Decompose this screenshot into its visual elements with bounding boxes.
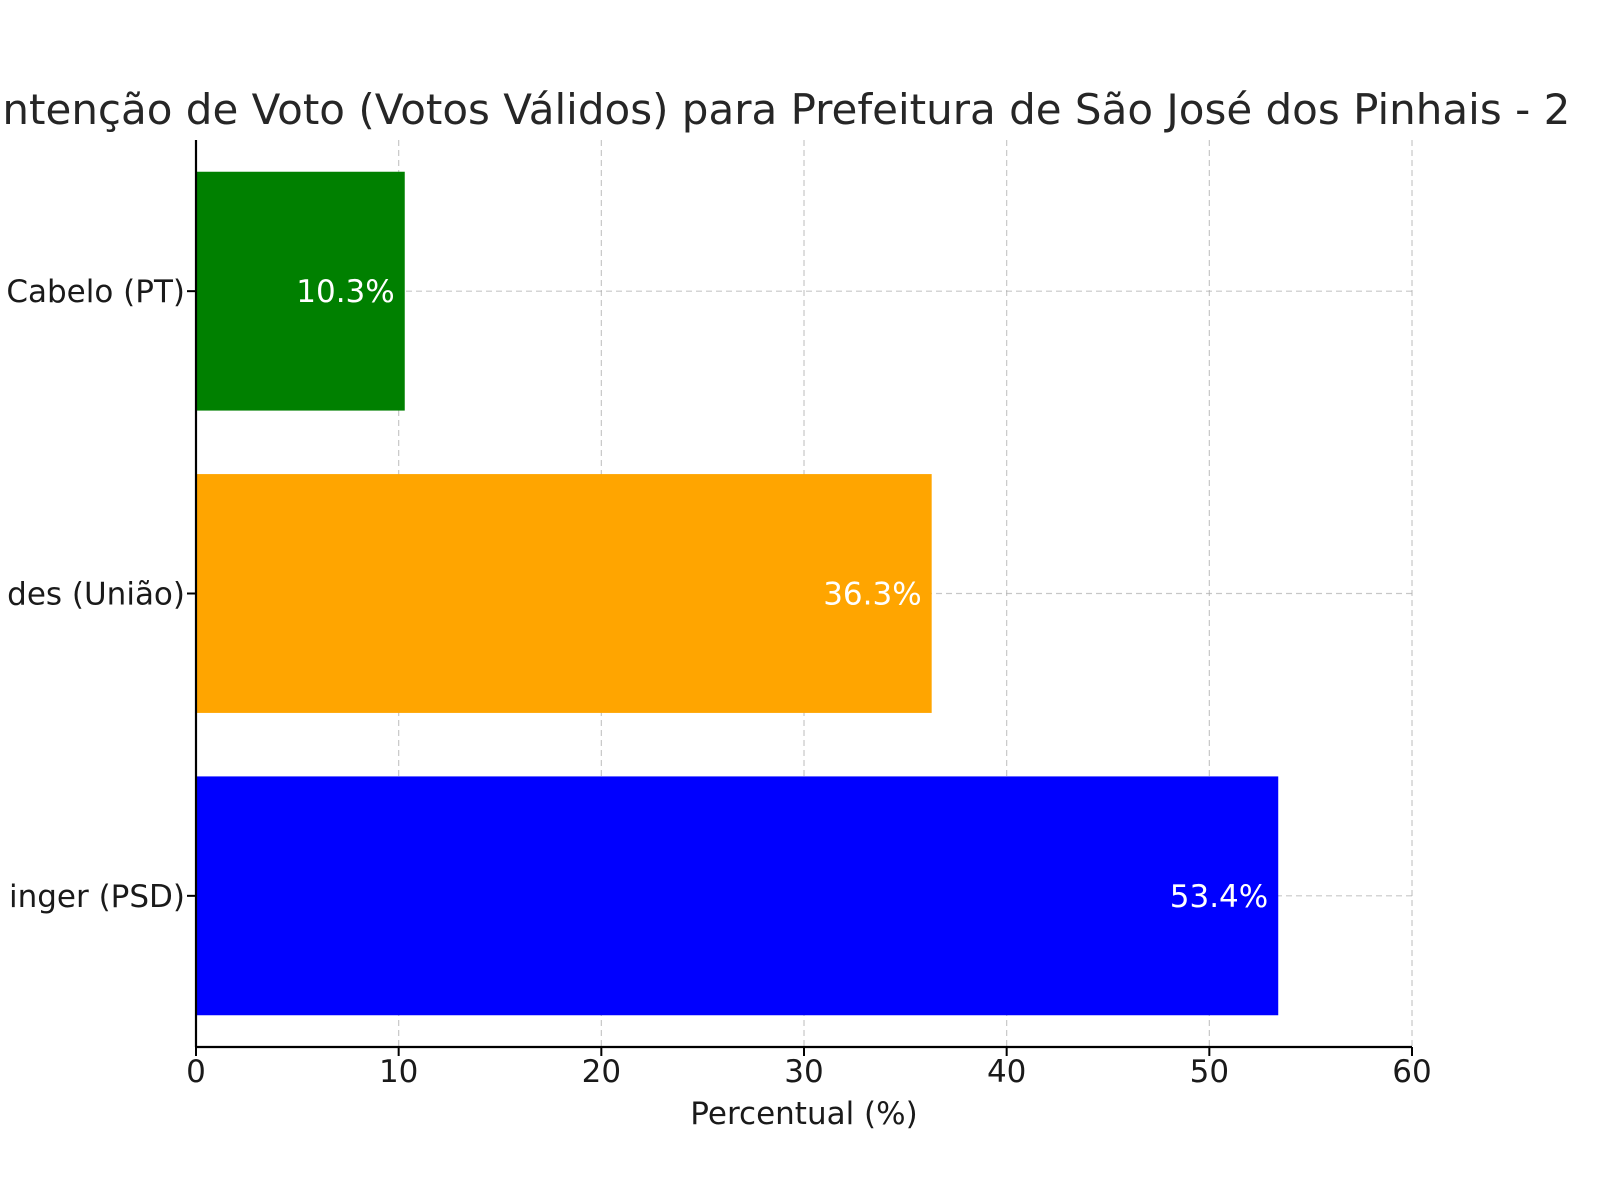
bar-2	[196, 776, 1279, 1016]
ticks: 0 10 20 30 40 50 60 Cabelo (PT) des (União) inger…	[6, 274, 1431, 1090]
x-axis-title: Percentual (%)	[690, 1096, 917, 1132]
bar-1	[196, 474, 932, 713]
chart-title: Intenção de Voto (Votos Válidos) para Pr…	[0, 85, 1570, 134]
data-label-1: 36.3%	[823, 577, 921, 613]
y-tick-label-2: inger (PSD)	[9, 879, 185, 915]
x-tick-label-0: 0	[186, 1054, 206, 1090]
x-tick-label-40: 40	[987, 1054, 1026, 1090]
x-tick-label-60: 60	[1392, 1054, 1431, 1090]
bar-0	[196, 171, 405, 411]
x-tick-label-10: 10	[379, 1054, 418, 1090]
x-tick-label-20: 20	[582, 1054, 621, 1090]
y-tick-label-1: des (União)	[7, 577, 185, 613]
data-label-0: 10.3%	[296, 274, 394, 310]
bars	[196, 171, 1279, 1016]
y-tick-label-0: Cabelo (PT)	[6, 274, 185, 310]
data-label-2: 53.4%	[1170, 879, 1268, 915]
x-tick-label-30: 30	[784, 1054, 823, 1090]
x-tick-label-50: 50	[1190, 1054, 1229, 1090]
data-labels: 10.3% 36.3% 53.4%	[296, 274, 1268, 915]
